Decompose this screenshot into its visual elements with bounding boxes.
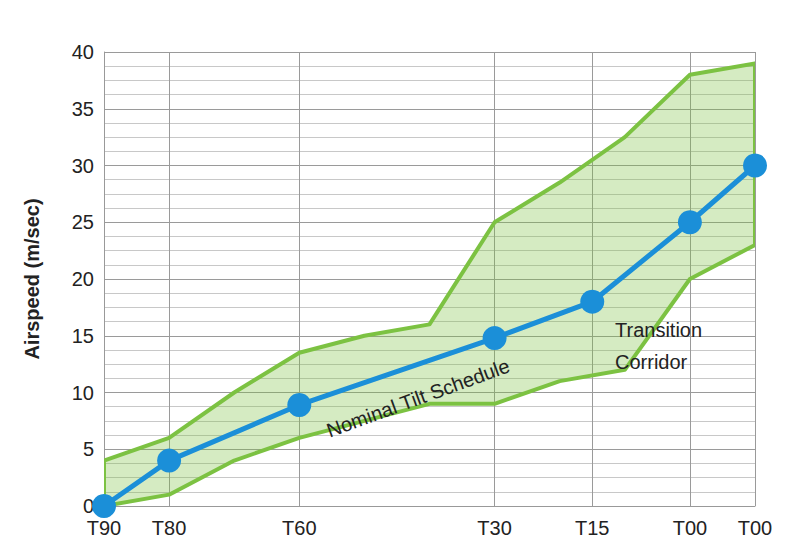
svg-text:Transition: Transition (615, 319, 702, 341)
svg-text:T60: T60 (282, 517, 316, 539)
svg-text:30: 30 (72, 155, 94, 177)
svg-text:Nominal Tilt Schedule: Nominal Tilt Schedule (323, 355, 512, 442)
svg-text:20: 20 (72, 268, 94, 290)
svg-text:40: 40 (72, 41, 94, 63)
svg-text:0: 0 (82, 495, 94, 517)
svg-text:Airspeed (m/sec): Airspeed (m/sec) (21, 198, 43, 359)
svg-text:T80: T80 (152, 517, 186, 539)
svg-text:T00: T00 (673, 517, 707, 539)
svg-text:Corridor: Corridor (615, 351, 688, 373)
svg-text:5: 5 (83, 438, 94, 460)
svg-text:35: 35 (72, 98, 94, 120)
svg-text:T30: T30 (477, 517, 511, 539)
svg-text:25: 25 (72, 211, 94, 233)
svg-text:T00: T00 (738, 517, 772, 539)
svg-text:10: 10 (72, 382, 94, 404)
svg-text:15: 15 (72, 325, 94, 347)
svg-text:T15: T15 (575, 517, 609, 539)
svg-text:T90: T90 (87, 517, 121, 539)
